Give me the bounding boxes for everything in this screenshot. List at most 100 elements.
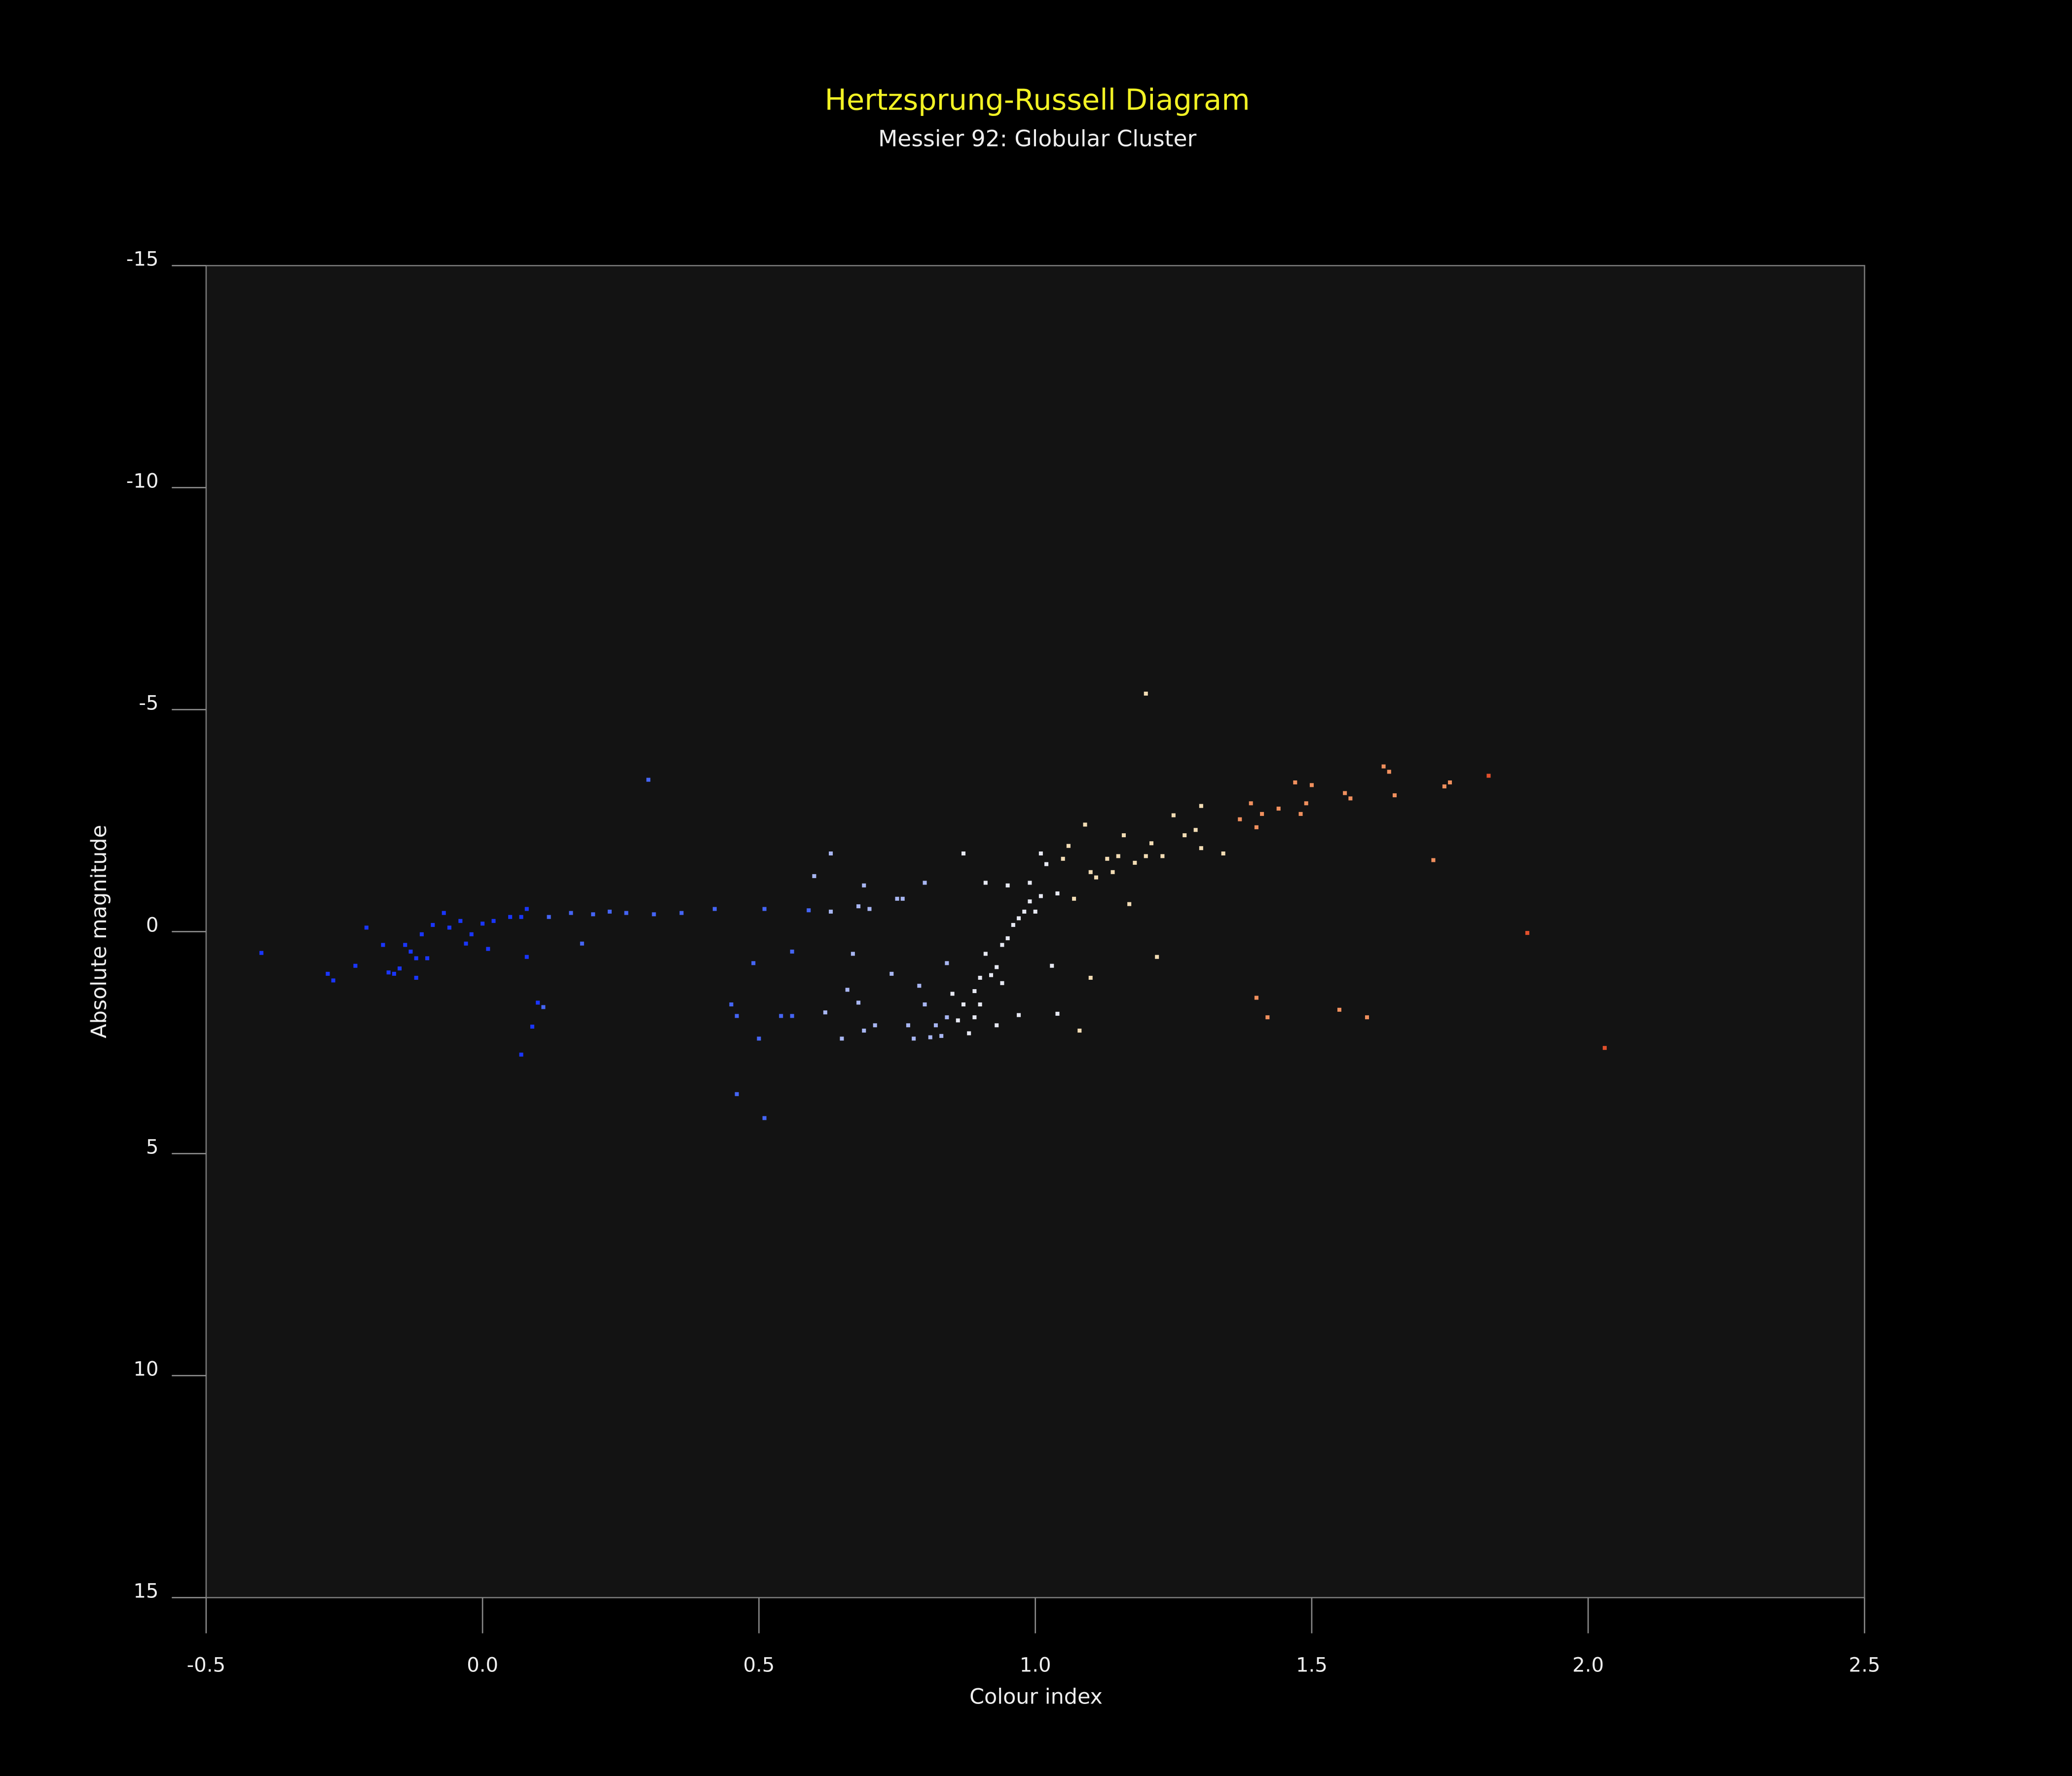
star-point bbox=[928, 1035, 932, 1039]
star-point bbox=[1038, 894, 1043, 898]
y-tick-label: -5 bbox=[139, 692, 158, 715]
star-point bbox=[790, 1014, 794, 1018]
star-point bbox=[757, 1036, 761, 1041]
star-point bbox=[889, 971, 894, 976]
x-tick-label: 0.0 bbox=[467, 1654, 498, 1677]
star-point bbox=[812, 874, 816, 878]
star-point bbox=[1116, 854, 1120, 858]
star-point bbox=[1183, 833, 1187, 838]
star-point bbox=[1254, 825, 1258, 829]
star-point bbox=[1077, 1029, 1082, 1033]
x-tick-label: 0.5 bbox=[743, 1654, 775, 1677]
star-point bbox=[983, 952, 988, 956]
star-point bbox=[1381, 764, 1386, 769]
star-point bbox=[1265, 1015, 1270, 1020]
star-point bbox=[978, 975, 982, 980]
star-point bbox=[1033, 909, 1037, 914]
star-point bbox=[652, 912, 656, 917]
star-point bbox=[607, 909, 612, 914]
star-point bbox=[1149, 841, 1153, 846]
x-tick-label: 1.0 bbox=[1020, 1654, 1051, 1677]
star-point bbox=[591, 912, 595, 917]
star-point bbox=[1028, 881, 1032, 885]
star-point bbox=[1525, 931, 1529, 935]
star-point bbox=[851, 952, 855, 956]
star-point bbox=[458, 919, 463, 923]
chart-subtitle: Messier 92: Globular Cluster bbox=[878, 125, 1196, 151]
star-point bbox=[1028, 899, 1032, 904]
star-point bbox=[1094, 875, 1098, 880]
star-point bbox=[862, 883, 866, 888]
star-point bbox=[326, 971, 330, 976]
x-tick-label: 2.0 bbox=[1572, 1654, 1604, 1677]
star-point bbox=[353, 963, 358, 968]
star-point bbox=[491, 919, 496, 923]
star-point bbox=[735, 1092, 739, 1096]
star-point bbox=[541, 1005, 546, 1009]
star-point bbox=[1337, 1007, 1341, 1012]
star-point bbox=[1199, 804, 1203, 808]
star-point bbox=[923, 881, 927, 885]
star-point bbox=[1442, 784, 1446, 789]
star-point bbox=[917, 984, 922, 988]
star-point bbox=[414, 975, 418, 980]
star-point bbox=[712, 907, 717, 911]
star-point bbox=[1276, 807, 1281, 811]
star-point bbox=[729, 1002, 734, 1007]
star-point bbox=[547, 915, 551, 919]
x-tick-label: 1.5 bbox=[1296, 1654, 1328, 1677]
star-point bbox=[1602, 1046, 1607, 1050]
star-point bbox=[1088, 975, 1093, 980]
star-point bbox=[392, 971, 396, 976]
star-point bbox=[912, 1036, 916, 1041]
star-point bbox=[481, 922, 485, 926]
star-point bbox=[431, 923, 435, 927]
star-point bbox=[403, 943, 407, 947]
star-point bbox=[933, 1023, 938, 1028]
star-point bbox=[1298, 812, 1303, 816]
star-point bbox=[1083, 822, 1087, 827]
star-point bbox=[580, 941, 584, 946]
star-point bbox=[1304, 801, 1308, 806]
star-point bbox=[779, 1014, 783, 1018]
star-point bbox=[829, 909, 833, 914]
star-point bbox=[624, 911, 629, 915]
star-point bbox=[259, 951, 263, 955]
star-point bbox=[469, 932, 474, 936]
y-tick-label: -10 bbox=[126, 470, 159, 493]
star-point bbox=[524, 907, 529, 911]
star-point bbox=[1061, 856, 1065, 861]
star-point bbox=[945, 961, 949, 965]
star-point bbox=[386, 970, 391, 975]
star-point bbox=[995, 965, 999, 969]
star-point bbox=[1055, 1011, 1060, 1016]
star-point bbox=[524, 955, 529, 959]
star-point bbox=[939, 1034, 944, 1038]
star-point bbox=[1000, 943, 1004, 947]
star-point bbox=[1221, 851, 1225, 856]
y-tick-label: 5 bbox=[146, 1136, 159, 1159]
star-point bbox=[862, 1029, 866, 1033]
star-point bbox=[1260, 812, 1264, 816]
star-point bbox=[679, 911, 684, 915]
star-point bbox=[1249, 801, 1253, 806]
plot-area bbox=[205, 265, 1865, 1598]
star-point bbox=[442, 911, 446, 915]
star-point bbox=[867, 907, 872, 911]
star-point bbox=[906, 1023, 910, 1028]
star-point bbox=[873, 1023, 877, 1028]
star-point bbox=[972, 989, 977, 994]
star-point bbox=[508, 915, 513, 919]
star-point bbox=[331, 978, 335, 983]
star-point bbox=[1309, 783, 1314, 787]
star-point bbox=[1133, 860, 1137, 865]
star-point bbox=[1348, 796, 1353, 801]
star-point bbox=[519, 1052, 523, 1057]
star-point bbox=[1000, 981, 1004, 985]
star-point bbox=[1144, 691, 1148, 696]
x-axis-title: Colour index bbox=[969, 1684, 1103, 1709]
star-point bbox=[840, 1036, 844, 1041]
star-point bbox=[364, 925, 369, 930]
star-point bbox=[735, 1014, 739, 1018]
